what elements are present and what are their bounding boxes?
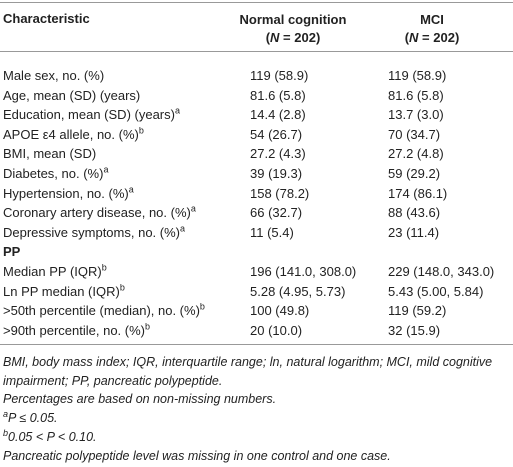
cell: 88 (43.6) (388, 205, 441, 221)
label-text: Median PP (IQR) (3, 264, 102, 279)
label-text: Education, mean (SD) (years) (3, 107, 175, 123)
footnote: b0.05 < P < 0.10. (3, 428, 509, 447)
row-label: Diabetes, no. (%)a (3, 164, 109, 181)
row-label: >90th percentile, no. (%)b (3, 321, 151, 338)
footnote-text: BMI, body mass index; IQR, interquartile… (3, 355, 493, 388)
cell: 174 (86.1) (388, 185, 448, 201)
row-label: Male sex, no. (%) (3, 68, 104, 83)
footnote-text: P ≤ 0.05. (8, 411, 58, 425)
n-part: = 202) (279, 30, 321, 45)
footnote-text: Percentages are based on non-missing num… (3, 392, 277, 406)
n-part: N (270, 30, 280, 45)
row-label: PP (3, 244, 20, 259)
row-label: Hypertension, no. (%)a (3, 184, 134, 201)
header-cell: MCI (N = 202) (352, 11, 512, 47)
cell: 14.4 (2.8) (250, 107, 306, 123)
cell: 5.28 (4.95, 5.73) (250, 283, 346, 299)
cell: 5.43 (5.00, 5.84) (388, 283, 484, 299)
footnote-mark: a (190, 203, 196, 214)
footnote-mark: a (3, 408, 9, 419)
cell: 119 (58.9) (388, 68, 447, 83)
column-n: (N = 202) (213, 29, 373, 47)
cell: 13.7 (3.0) (388, 107, 444, 123)
footnote-text: Pancreatic polypeptide level was missing… (3, 449, 391, 463)
cell: 32 (15.9) (388, 322, 441, 338)
label-text: >50th percentile (median), no. (%) (3, 303, 200, 319)
row-label: Coronary artery disease, no. (%)a (3, 203, 196, 221)
label-text: >90th percentile, no. (%) (3, 322, 145, 338)
footnote-mark: a (174, 105, 180, 116)
cell: 119 (58.9) (250, 68, 309, 83)
footnote-text: 0.05 < P < 0.10. (8, 430, 97, 444)
row-label: >50th percentile (median), no. (%)b (3, 301, 205, 319)
cell: 54 (26.7) (250, 126, 303, 142)
cell: 119 (59.2) (388, 303, 447, 319)
cell: 27.2 (4.8) (388, 146, 444, 162)
n-part: ( (404, 30, 410, 45)
label-text: APOE ε4 allele, no. (%) (3, 126, 139, 142)
row-label: Age, mean (SD) (years) (3, 88, 140, 103)
footnote-mark: b (138, 125, 144, 136)
column-title: MCI (420, 12, 444, 27)
footnote: BMI, body mass index; IQR, interquartile… (3, 353, 509, 390)
column-title: Normal cognition (239, 12, 347, 27)
n-part: = 202) (418, 30, 460, 45)
header-cell: Characteristic (3, 11, 90, 26)
label-text: Male sex, no. (%) (3, 68, 105, 83)
cell: 81.6 (5.8) (388, 87, 444, 103)
cell: 196 (141.0, 308.0) (250, 264, 357, 279)
row-label: Ln PP median (IQR)b (3, 282, 125, 299)
cell: 229 (148.0, 343.0) (388, 264, 495, 279)
cell: 23 (11.4) (388, 224, 440, 240)
footnote-mark: b (145, 321, 151, 332)
footnote-mark: b (199, 301, 205, 312)
rule (0, 51, 513, 52)
footnote-mark: a (103, 164, 109, 175)
footnote: aP ≤ 0.05. (3, 409, 509, 428)
footnote-mark: b (3, 427, 9, 438)
row-label: BMI, mean (SD) (3, 146, 96, 161)
footnote: Percentages are based on non-missing num… (3, 390, 509, 409)
cell: 66 (32.7) (250, 205, 303, 221)
footnote-mark: a (128, 184, 134, 195)
column-n: (N = 202) (352, 29, 512, 47)
row-label: Depressive symptoms, no. (%)a (3, 223, 186, 240)
label-text: Hypertension, no. (%) (3, 185, 129, 201)
label-text: PP (3, 244, 21, 260)
cell: 81.6 (5.8) (250, 87, 306, 103)
footnote-mark: b (119, 282, 125, 293)
cell: 20 (10.0) (250, 322, 303, 338)
header-cell: Normal cognition (N = 202) (213, 11, 373, 47)
row-label: Median PP (IQR)b (3, 262, 107, 279)
row-label: Education, mean (SD) (years)a (3, 105, 180, 123)
rule (0, 344, 513, 345)
cell: 158 (78.2) (250, 185, 310, 201)
label-text: Age, mean (SD) (years) (3, 87, 141, 103)
row-label: APOE ε4 allele, no. (%)b (3, 125, 144, 142)
label-text: Coronary artery disease, no. (%) (3, 205, 191, 221)
label-text: Diabetes, no. (%) (3, 166, 104, 181)
cell: 39 (19.3) (250, 166, 303, 181)
n-part: ( (265, 30, 271, 45)
label-text: Depressive symptoms, no. (%) (3, 224, 180, 240)
cell: 70 (34.7) (388, 126, 441, 142)
label-text: Ln PP median (IQR) (3, 283, 120, 299)
footnote-mark: a (180, 223, 186, 234)
cell: 27.2 (4.3) (250, 146, 306, 162)
label-text: BMI, mean (SD) (3, 146, 97, 162)
cell: 59 (29.2) (388, 166, 441, 181)
footnote: Pancreatic polypeptide level was missing… (3, 447, 509, 466)
cell: 11 (5.4) (250, 224, 294, 240)
rule (0, 2, 513, 3)
cell: 100 (49.8) (250, 303, 310, 319)
n-part: N (409, 30, 419, 45)
footnote-mark: b (101, 262, 107, 273)
